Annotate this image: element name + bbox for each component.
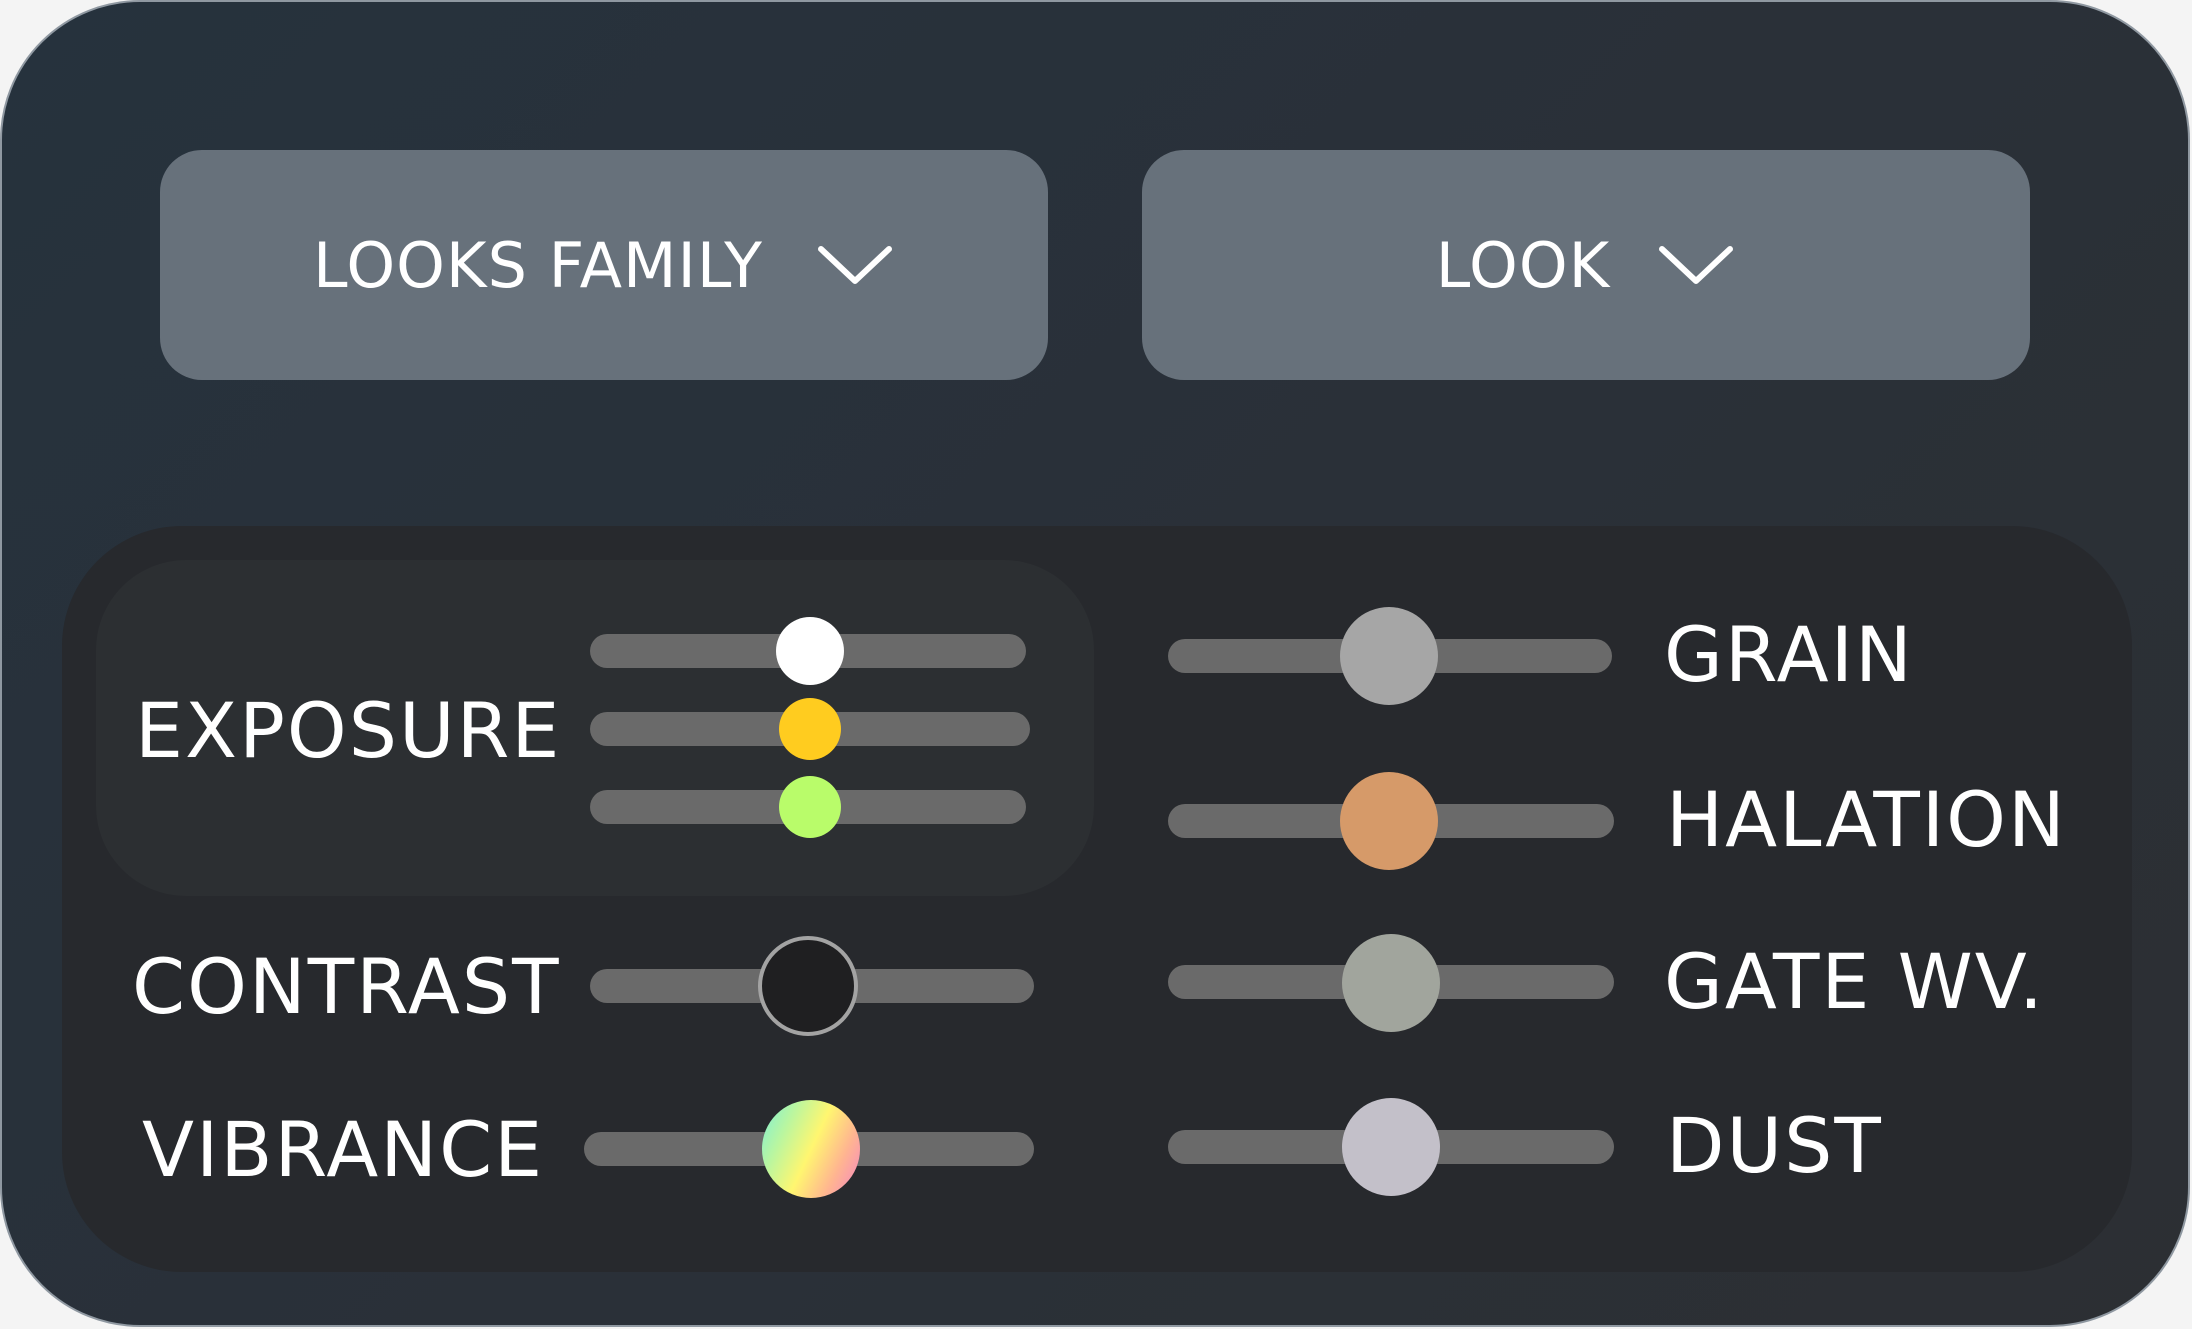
exposure-slider-1-knob[interactable] (776, 617, 844, 685)
looks-family-label: LOOKS FAMILY (313, 228, 763, 302)
exposure-label: EXPOSURE (135, 686, 562, 775)
exposure-slider-3-knob[interactable] (779, 776, 841, 838)
gate-weave-slider-knob[interactable] (1342, 934, 1440, 1032)
look-label: LOOK (1435, 228, 1611, 302)
contrast-label: CONTRAST (132, 942, 561, 1031)
vibrance-label: VIBRANCE (142, 1105, 545, 1194)
dust-slider-knob[interactable] (1342, 1098, 1440, 1196)
chevron-down-icon (1659, 246, 1734, 284)
chevron-down-icon (818, 246, 892, 284)
halation-slider-knob[interactable] (1340, 772, 1438, 870)
exposure-slider-2-knob[interactable] (779, 698, 841, 760)
gate-weave-label: GATE WV. (1664, 937, 2046, 1026)
grain-label: GRAIN (1664, 610, 1914, 699)
looks-family-dropdown[interactable]: LOOKS FAMILY (160, 150, 1048, 380)
halation-label: HALATION (1666, 775, 2067, 864)
contrast-slider-knob[interactable] (758, 936, 858, 1036)
vibrance-slider-knob[interactable] (762, 1100, 860, 1198)
dust-label: DUST (1666, 1101, 1883, 1190)
look-dropdown[interactable]: LOOK (1142, 150, 2030, 380)
grain-slider-knob[interactable] (1340, 607, 1438, 705)
